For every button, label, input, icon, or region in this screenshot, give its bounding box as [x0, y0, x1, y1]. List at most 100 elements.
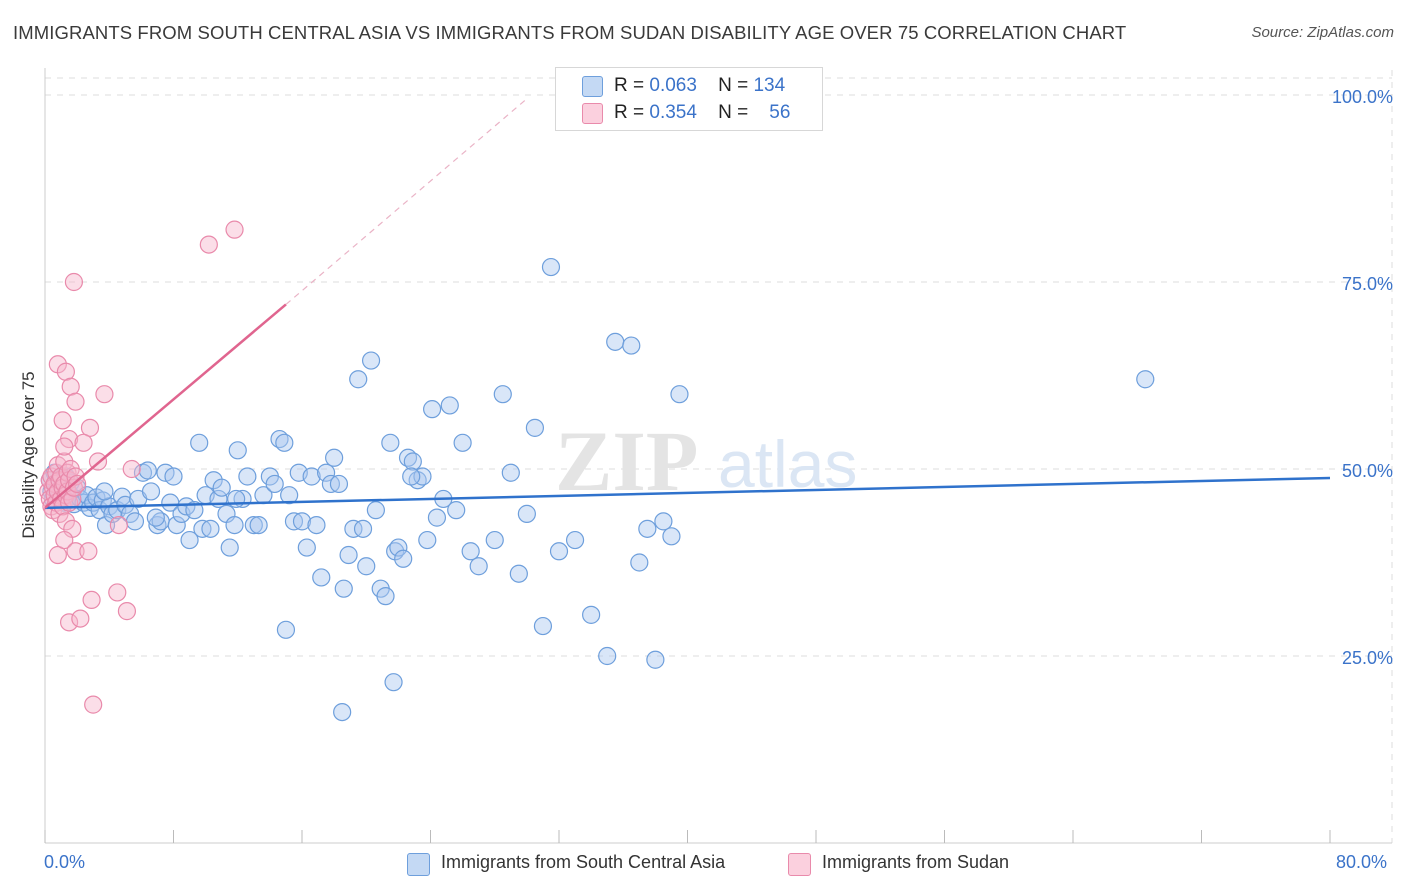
y-tick-label: 75.0%: [1342, 274, 1393, 294]
blue-point: [493, 385, 512, 404]
blue-point: [225, 515, 244, 535]
pink-point: [48, 545, 67, 565]
blue-point: [384, 673, 403, 692]
blue-point: [509, 564, 528, 583]
blue-point: [307, 515, 326, 535]
blue-point: [1136, 370, 1155, 389]
blue-point: [190, 433, 209, 452]
chart-source: Source: ZipAtlas.com: [1251, 24, 1394, 41]
blue-point: [316, 463, 336, 482]
legend-n-label: N =: [718, 102, 749, 123]
blue-point: [622, 336, 641, 355]
blue-point: [349, 370, 368, 389]
legend-n-value: 56: [769, 102, 791, 123]
blue-point: [227, 489, 246, 509]
blue-point: [325, 448, 344, 467]
blue-point: [565, 530, 585, 550]
legend-r-label: R =: [614, 75, 645, 96]
axes: [44, 68, 1392, 844]
blue-point: [582, 605, 601, 624]
legend-r-value: 0.354: [649, 102, 697, 123]
blue-point: [389, 538, 408, 557]
blue-point: [361, 351, 381, 370]
blue-point: [630, 553, 649, 572]
blue-point: [297, 538, 316, 557]
pink-point: [66, 392, 85, 411]
pink-point: [108, 583, 127, 602]
blue-point: [654, 512, 673, 531]
blue-point: [646, 650, 665, 669]
pink-point: [71, 609, 90, 628]
blue-point: [376, 587, 395, 606]
blue-point: [265, 474, 284, 494]
correlation-legend: R = 0.063 N = 134 R = 0.354 N = 56: [555, 67, 823, 131]
pink-legend-swatch: [788, 853, 811, 876]
blue-point: [238, 467, 257, 486]
blue-point: [249, 515, 268, 535]
chart-title: IMMIGRANTS FROM SOUTH CENTRAL ASIA VS IM…: [13, 22, 1127, 43]
pink-point: [95, 385, 114, 404]
blue-point: [292, 512, 312, 531]
pink-point: [199, 235, 218, 254]
blue-point: [167, 515, 186, 535]
legend-r-label: R =: [614, 102, 645, 123]
pink-point: [68, 474, 87, 494]
blue-trend-line: [44, 476, 1331, 510]
blue-point: [394, 549, 413, 568]
blue-point: [453, 433, 472, 452]
blue-point: [220, 538, 239, 557]
legend-n-value: 134: [753, 75, 786, 96]
blue-point: [418, 530, 437, 550]
bottom-legend-label: Immigrants from South Central Asia: [441, 852, 726, 872]
pink-point: [122, 459, 141, 479]
blue-point: [201, 519, 220, 538]
pink-point: [84, 695, 103, 714]
pink-point: [66, 542, 85, 561]
pink-point: [82, 590, 101, 610]
pink-point: [56, 512, 75, 531]
blue-point: [366, 501, 385, 520]
blue-swatch: [582, 76, 603, 97]
blue-point: [638, 519, 657, 538]
pink-point: [109, 515, 128, 535]
pink-point: [53, 411, 72, 430]
pink-point: [80, 418, 100, 437]
y-tick-labels: 25.0% 50.0% 75.0% 100.0%: [1332, 87, 1393, 668]
blue-point: [485, 530, 504, 550]
blue-point: [334, 579, 353, 598]
blue-point: [280, 486, 299, 505]
blue-point: [138, 461, 157, 480]
pink-point: [55, 530, 74, 550]
blue-point: [403, 452, 422, 471]
blue-point: [501, 463, 520, 482]
data-points: [39, 220, 1155, 722]
blue-point: [146, 508, 165, 527]
pink-point: [55, 452, 74, 471]
pink-point: [225, 220, 244, 239]
blue-point: [549, 542, 569, 561]
trend-lines: [44, 98, 1331, 510]
blue-point: [353, 519, 373, 538]
blue-point: [125, 512, 145, 531]
legend-n-label: N =: [718, 75, 749, 96]
y-tick-label: 100.0%: [1332, 87, 1393, 107]
pink-swatch: [582, 103, 603, 124]
blue-point: [133, 463, 153, 482]
pink-point: [59, 613, 79, 632]
blue-point: [533, 616, 553, 636]
pink-trend-line: [44, 303, 287, 509]
pink-point: [64, 272, 84, 292]
blue-point: [333, 702, 352, 722]
blue-point: [275, 433, 294, 452]
blue-point: [423, 400, 442, 419]
blue-point: [339, 545, 358, 565]
blue-point: [312, 568, 331, 587]
blue-point: [185, 501, 204, 520]
blue-point: [440, 396, 459, 415]
blue-legend-swatch: [407, 853, 430, 876]
blue-point: [96, 515, 116, 535]
pink-point: [74, 433, 93, 452]
blue-point: [164, 467, 183, 486]
blue-point: [402, 467, 421, 486]
